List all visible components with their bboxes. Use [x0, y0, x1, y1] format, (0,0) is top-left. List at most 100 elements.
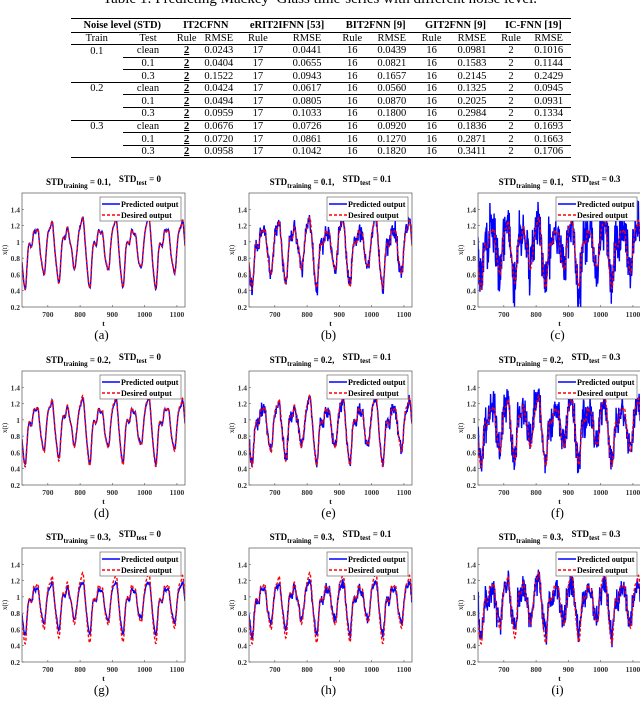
x-tick-label: 900: [334, 665, 346, 674]
title-part-std: STD: [571, 174, 589, 184]
legend-label: Predicted output: [348, 555, 406, 564]
table-cell: 2: [173, 132, 200, 146]
y-tick-label: 1.2: [238, 400, 248, 409]
sub-header: RMSE: [368, 32, 416, 46]
x-tick-label: 1100: [170, 488, 185, 497]
sub-header: Test: [122, 32, 174, 46]
table-cell: 16: [336, 144, 369, 159]
legend-label: Desired output: [121, 389, 172, 398]
y-axis-label: x(t): [228, 599, 236, 610]
sub-header: RMSE: [526, 32, 571, 46]
title-part-std: STD: [499, 177, 517, 187]
y-tick-label: 0.4: [11, 642, 21, 651]
title-part-sub_test: test: [360, 179, 371, 187]
axes-box: [248, 370, 413, 486]
sub-header: Rule: [237, 32, 278, 46]
x-tick-label: 700: [42, 665, 54, 674]
table-caption: Table 1: Predicting Mackey–Glass time-se…: [0, 0, 640, 8]
title-part-std: STD: [270, 355, 288, 365]
x-tick-label: 800: [530, 310, 542, 319]
group-header: GIT2FNN [9]: [415, 18, 496, 33]
legend: Predicted output Desired output: [99, 196, 182, 222]
x-axis-label: t: [558, 497, 561, 506]
y-tick-label: 1.2: [11, 222, 21, 231]
title-part-std: STD: [499, 532, 517, 542]
y-tick-label: 0.2: [238, 481, 248, 490]
title-part-train_text: = 0.1,: [540, 177, 563, 187]
group-header: eRIT2IFNN [53]: [237, 18, 337, 33]
title-part-sub_train: training: [516, 537, 541, 545]
table-cell: 2: [495, 107, 527, 121]
legend: Predicted output Desired output: [555, 551, 638, 577]
table-cell: 0.1033: [277, 107, 337, 121]
y-tick-label: 1.2: [238, 577, 248, 586]
y-tick-label: 0.8: [238, 609, 248, 618]
x-tick-label: 1100: [626, 310, 640, 319]
title-part-std: STD: [119, 352, 137, 362]
y-tick-label: 0.4: [238, 642, 248, 651]
y-tick-label: 1.2: [467, 577, 477, 586]
table-cell: 0.0404: [199, 56, 238, 70]
table-cell: clean: [122, 81, 174, 95]
x-tick-label: 800: [530, 488, 542, 497]
axes-box: [477, 370, 640, 486]
y-tick-label: 0.4: [467, 465, 477, 474]
axes-box: [21, 370, 186, 486]
table-cell: 0.1522: [199, 69, 238, 83]
chart-panel-f: STDtraining = 0.2, STDtest = 0.30.20.40.6…: [457, 352, 640, 520]
title-part-sub_train: training: [287, 360, 312, 368]
x-tick-label: 1100: [626, 665, 640, 674]
x-tick-label: 900: [563, 310, 575, 319]
table-cell: 0.1663: [526, 132, 571, 146]
legend: Predicted output Desired output: [326, 374, 409, 400]
table-cell: 0.0931: [526, 94, 571, 108]
table-cell: 17: [237, 69, 278, 83]
title-part-std: STD: [270, 532, 288, 542]
subfigure-caption: (c): [550, 327, 564, 342]
legend-label: Predicted output: [348, 378, 406, 387]
x-tick-label: 1100: [397, 665, 412, 674]
table-cell: 0.0945: [526, 81, 571, 95]
y-axis-label: x(t): [1, 599, 9, 610]
x-tick-label: 900: [334, 488, 346, 497]
title-part-train_text: = 0.3,: [88, 532, 111, 542]
y-tick-label: 1: [16, 593, 20, 602]
table-cell: 0.0439: [377, 45, 407, 57]
title-part-std: STD: [571, 529, 589, 539]
x-tick-label: 1100: [626, 488, 640, 497]
chart-title: STDtraining = 0.3, STDtest = 0: [46, 529, 161, 545]
axes-box: [477, 192, 640, 308]
title-part-test_text: = 0: [147, 174, 162, 184]
table-cell: 0.1042: [277, 144, 337, 159]
y-tick-label: 0.6: [238, 448, 248, 457]
y-tick-label: 0.6: [11, 448, 21, 457]
table-cell: 0.2429: [526, 69, 571, 83]
table-cell: 16: [426, 45, 437, 57]
table-cell: 2: [173, 119, 200, 133]
y-tick-label: 0.8: [11, 609, 21, 618]
table-cell: [71, 95, 123, 108]
group-header: IC-FNN [19]: [495, 18, 571, 33]
title-part-test_text: = 0.1: [370, 352, 391, 362]
title-part-test_text: = 0.3: [599, 352, 620, 362]
table-cell: 0.1270: [368, 132, 416, 146]
y-tick-label: 0.2: [467, 481, 477, 490]
table-cell: 0.1: [122, 132, 174, 146]
chart-panel-a: STDtraining = 0.1, STDtest = 00.20.40.60.…: [1, 174, 186, 342]
table-cell: 0.2: [71, 81, 123, 95]
chart-panel-c: STDtraining = 0.1, STDtest = 0.30.20.40.6…: [457, 174, 640, 342]
x-axis-label: t: [102, 319, 105, 328]
chart-panel-e: STDtraining = 0.2, STDtest = 0.10.20.40.6…: [228, 352, 413, 520]
legend: Predicted output Desired output: [326, 196, 409, 222]
title-part-std: STD: [342, 352, 360, 362]
desired-output-line: [478, 393, 640, 468]
table-cell: 16: [336, 132, 369, 146]
legend: Predicted output Desired output: [555, 196, 638, 222]
y-tick-label: 1.4: [238, 205, 248, 214]
title-part-test_text: = 0.3: [599, 529, 620, 539]
y-tick-label: 0.8: [238, 432, 248, 441]
y-tick-label: 0.8: [11, 432, 21, 441]
table-cell: 16: [415, 144, 448, 159]
y-tick-label: 0.4: [467, 287, 477, 296]
y-tick-label: 1.4: [467, 205, 477, 214]
